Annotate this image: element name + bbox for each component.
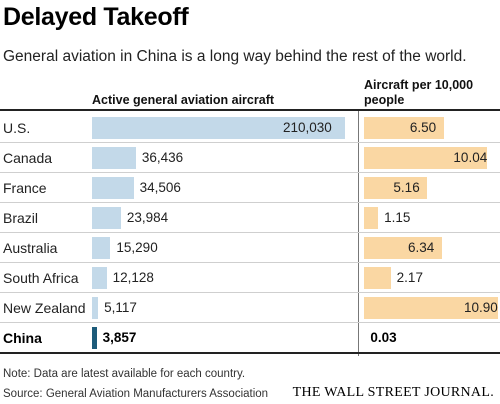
category-label: Canada xyxy=(3,150,53,166)
row-divider xyxy=(0,202,500,203)
row-divider xyxy=(0,172,500,173)
column-header-aircraft-per-capita: Aircraft per 10,000 people xyxy=(364,78,474,107)
chart-row: France 34,506 5.16 xyxy=(0,173,500,203)
data-label-active-aircraft: 12,128 xyxy=(112,270,154,285)
data-label-active-aircraft: 5,117 xyxy=(104,300,137,315)
bar-active-aircraft xyxy=(92,207,121,229)
bar-active-aircraft xyxy=(92,327,97,349)
row-divider xyxy=(0,292,500,293)
category-label: U.S. xyxy=(3,120,31,136)
category-label: New Zealand xyxy=(3,300,86,316)
chart-subtitle: General aviation in China is a long way … xyxy=(3,48,467,65)
bar-aircraft-per-capita xyxy=(364,297,498,319)
bar-active-aircraft xyxy=(92,297,99,319)
data-label-active-aircraft: 210,030 xyxy=(283,120,332,135)
bar-aircraft-per-capita xyxy=(364,267,391,289)
row-divider xyxy=(0,262,500,263)
category-label: South Africa xyxy=(3,270,79,286)
data-label-aircraft-per-capita: 6.50 xyxy=(409,120,437,135)
chart-row: South Africa 12,128 2.17 xyxy=(0,263,500,293)
chart-row: New Zealand 5,117 10.90 xyxy=(0,293,500,323)
bar-aircraft-per-capita xyxy=(364,237,442,259)
data-label-aircraft-per-capita: 1.15 xyxy=(384,210,411,225)
data-label-active-aircraft: 15,290 xyxy=(116,240,158,255)
data-label-active-aircraft: 34,506 xyxy=(139,180,181,195)
data-label-active-aircraft: 23,984 xyxy=(126,210,169,225)
chart-title: Delayed Takeoff xyxy=(3,3,189,31)
data-label-aircraft-per-capita: 10.90 xyxy=(464,300,498,315)
chart-row: China 3,857 0.03 xyxy=(0,323,500,354)
bar-aircraft-per-capita xyxy=(364,207,379,229)
chart-row: Canada 36,436 10.04 xyxy=(0,143,500,173)
chart-row: Brazil 23,984 1.15 xyxy=(0,203,500,233)
bar-aircraft-per-capita xyxy=(364,177,428,199)
publisher-logo: THE WALL STREET JOURNAL. xyxy=(292,385,494,400)
bar-aircraft-per-capita xyxy=(364,117,444,139)
bar-active-aircraft xyxy=(92,177,134,199)
data-label-active-aircraft: 3,857 xyxy=(102,330,137,345)
data-label-aircraft-per-capita: 0.03 xyxy=(370,330,397,345)
category-label: Australia xyxy=(3,240,58,256)
category-label: China xyxy=(3,330,42,346)
data-label-aircraft-per-capita: 10.04 xyxy=(453,150,488,165)
data-label-aircraft-per-capita: 5.16 xyxy=(393,180,420,195)
category-label: France xyxy=(3,180,47,196)
data-label-aircraft-per-capita: 6.34 xyxy=(407,240,435,255)
column-header-active-aircraft: Active general aviation aircraft xyxy=(92,93,275,107)
bar-active-aircraft xyxy=(92,237,111,259)
row-divider xyxy=(0,142,500,143)
bar-aircraft-per-capita xyxy=(364,147,488,169)
row-divider xyxy=(0,322,500,323)
bar-active-aircraft xyxy=(92,267,107,289)
data-label-aircraft-per-capita: 2.17 xyxy=(396,270,423,285)
row-divider xyxy=(0,352,500,354)
header-divider xyxy=(0,109,500,111)
source-line: Source: General Aviation Manufacturers A… xyxy=(3,388,269,400)
column-divider xyxy=(358,111,359,356)
chart-row: U.S. 210,030 6.50 xyxy=(0,113,500,143)
category-label: Brazil xyxy=(3,210,39,226)
bar-active-aircraft xyxy=(92,117,345,139)
footnote: Note: Data are latest available for each… xyxy=(3,368,246,380)
bar-active-aircraft xyxy=(92,147,136,169)
row-divider xyxy=(0,232,500,233)
data-label-active-aircraft: 36,436 xyxy=(141,150,184,165)
chart-row: Australia 15,290 6.34 xyxy=(0,233,500,263)
